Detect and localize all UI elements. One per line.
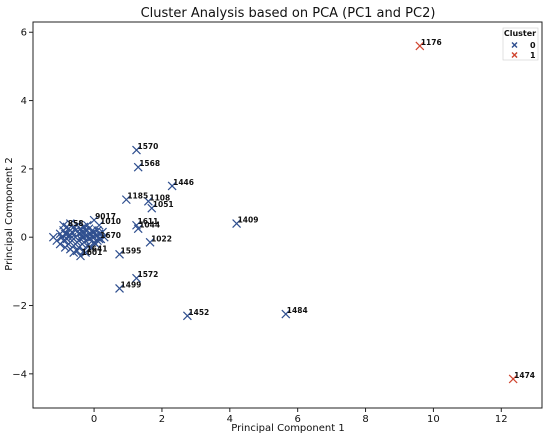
data-point-marker — [115, 284, 124, 293]
data-point-marker — [132, 145, 141, 155]
point-label: 1568 — [139, 159, 160, 168]
data-point-marker — [508, 374, 518, 384]
y-axis-label: Principal Component 2 — [4, 157, 15, 270]
point-label: 1176 — [421, 38, 442, 47]
chart-title: Cluster Analysis based on PCA (PC1 and P… — [141, 6, 436, 21]
data-point-marker — [82, 220, 92, 230]
legend-entry-label: 0 — [530, 41, 536, 50]
point-label: 1641 — [87, 245, 108, 254]
data-point-marker — [147, 203, 157, 213]
data-point-marker — [132, 273, 141, 283]
data-point-marker — [81, 248, 91, 257]
legend-marker — [511, 42, 518, 48]
data-point-marker — [133, 162, 143, 172]
data-point-marker — [121, 195, 131, 205]
data-point-marker — [115, 249, 124, 259]
data-point-marker — [232, 219, 242, 228]
point-label: 1484 — [287, 306, 308, 315]
y-tick-label: −4 — [12, 369, 27, 380]
point-label: 9017 — [95, 212, 116, 221]
y-tick-label: 0 — [21, 233, 27, 244]
point-label: 1474 — [514, 371, 535, 380]
data-point-marker — [98, 227, 107, 237]
point-label: 1570 — [137, 142, 158, 151]
point-label: 1452 — [188, 308, 209, 317]
x-tick-label: 2 — [159, 414, 165, 425]
legend-entry-label: 1 — [530, 51, 536, 60]
data-point-marker — [99, 232, 109, 242]
point-label: 1446 — [173, 178, 194, 187]
y-tick-label: −2 — [12, 301, 27, 312]
x-tick-label: 4 — [227, 414, 233, 425]
x-tick-label: 6 — [294, 414, 300, 425]
legend-marker — [511, 52, 518, 58]
y-tick-label: 6 — [21, 28, 27, 39]
data-point-marker — [60, 229, 70, 239]
point-label: 1108 — [149, 193, 170, 202]
point-label: 1051 — [153, 200, 174, 209]
y-tick-label: 4 — [21, 96, 27, 107]
data-point-marker — [69, 248, 79, 257]
point-label: 1010 — [100, 217, 121, 226]
data-point-marker — [415, 41, 425, 51]
x-tick-label: 10 — [427, 414, 440, 425]
data-point-marker — [143, 196, 153, 206]
point-label: 1595 — [121, 246, 142, 255]
data-point-marker — [67, 232, 77, 242]
data-points — [48, 41, 518, 384]
x-tick-label: 0 — [91, 414, 97, 425]
point-label: 1022 — [151, 234, 172, 243]
data-point-marker — [74, 236, 84, 246]
point-label: 1185 — [127, 192, 148, 201]
data-point-marker — [76, 251, 85, 261]
legend: Cluster 01 — [502, 27, 539, 61]
data-point-marker — [167, 181, 177, 191]
point-label: 1409 — [238, 216, 259, 225]
legend-title: Cluster — [504, 29, 536, 38]
data-point-marker — [94, 220, 104, 230]
x-axis-label: Principal Component 1 — [231, 423, 344, 434]
y-tick-label: 2 — [21, 164, 27, 175]
data-point-marker — [77, 231, 87, 240]
plot-frame — [32, 21, 543, 409]
data-point-marker — [133, 224, 143, 234]
data-point-marker — [62, 222, 72, 232]
point-label: 1611 — [137, 217, 158, 226]
legend-frame — [502, 27, 539, 61]
point-label: 1670 — [100, 231, 121, 240]
x-tick-label: 8 — [362, 414, 368, 425]
data-point-marker — [145, 237, 155, 247]
x-tick-label: 12 — [495, 414, 508, 425]
point-label: 1044 — [139, 221, 160, 230]
point-label: 1499 — [121, 280, 142, 289]
point-label: 1601 — [82, 248, 103, 257]
data-point-marker — [94, 234, 104, 244]
point-label: 1572 — [137, 270, 158, 279]
data-point-marker — [182, 311, 192, 321]
point-label: 858 — [68, 219, 84, 228]
data-point-marker — [281, 309, 291, 319]
